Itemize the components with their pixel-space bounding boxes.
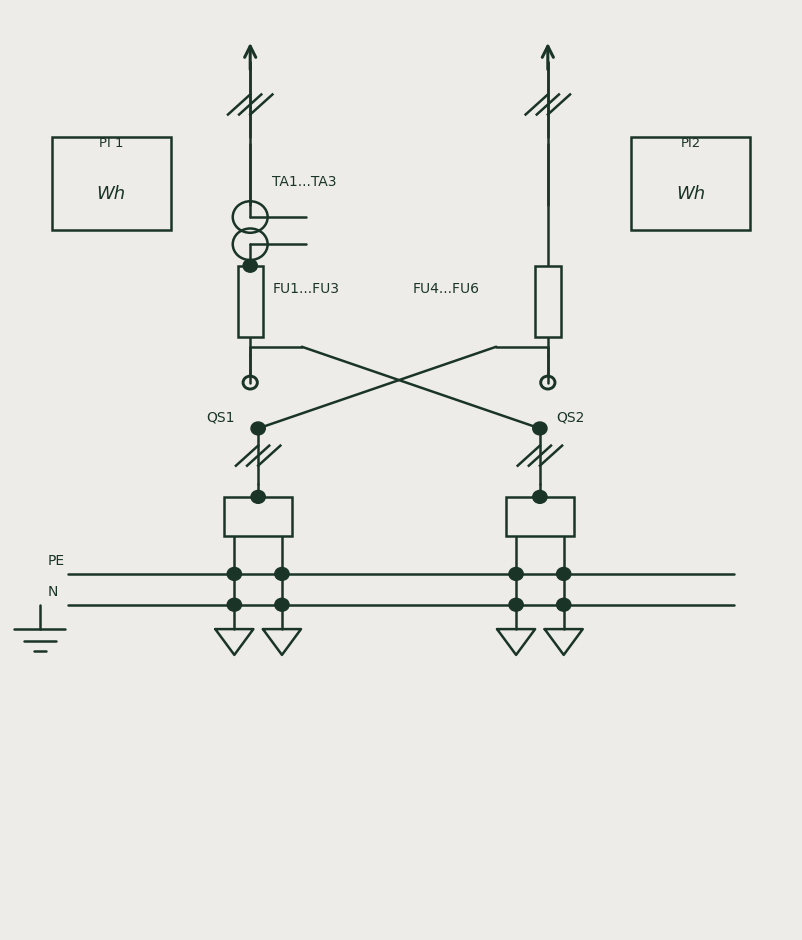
Text: N: N <box>48 585 59 599</box>
Bar <box>631 136 750 230</box>
Text: QS2: QS2 <box>556 411 584 425</box>
Circle shape <box>243 259 257 273</box>
Circle shape <box>227 598 241 611</box>
Text: QS1: QS1 <box>207 411 235 425</box>
Bar <box>52 136 171 230</box>
Bar <box>225 497 292 537</box>
Text: Wh: Wh <box>97 185 126 203</box>
Bar <box>535 266 561 337</box>
Circle shape <box>251 422 265 435</box>
Text: FU4...FU6: FU4...FU6 <box>413 282 480 296</box>
Text: PI2: PI2 <box>681 137 701 150</box>
Text: PI 1: PI 1 <box>99 137 124 150</box>
Circle shape <box>275 568 289 580</box>
Circle shape <box>557 568 571 580</box>
Circle shape <box>509 598 523 611</box>
Circle shape <box>557 598 571 611</box>
Text: FU1...FU3: FU1...FU3 <box>273 282 339 296</box>
Circle shape <box>275 598 289 611</box>
Circle shape <box>533 422 547 435</box>
Circle shape <box>251 491 265 503</box>
Text: TA1...TA3: TA1...TA3 <box>273 175 337 189</box>
Text: Wh: Wh <box>676 185 705 203</box>
Bar <box>506 497 573 537</box>
Bar <box>237 266 263 337</box>
Circle shape <box>533 491 547 503</box>
Circle shape <box>509 568 523 580</box>
Text: PE: PE <box>48 554 65 568</box>
Circle shape <box>227 568 241 580</box>
